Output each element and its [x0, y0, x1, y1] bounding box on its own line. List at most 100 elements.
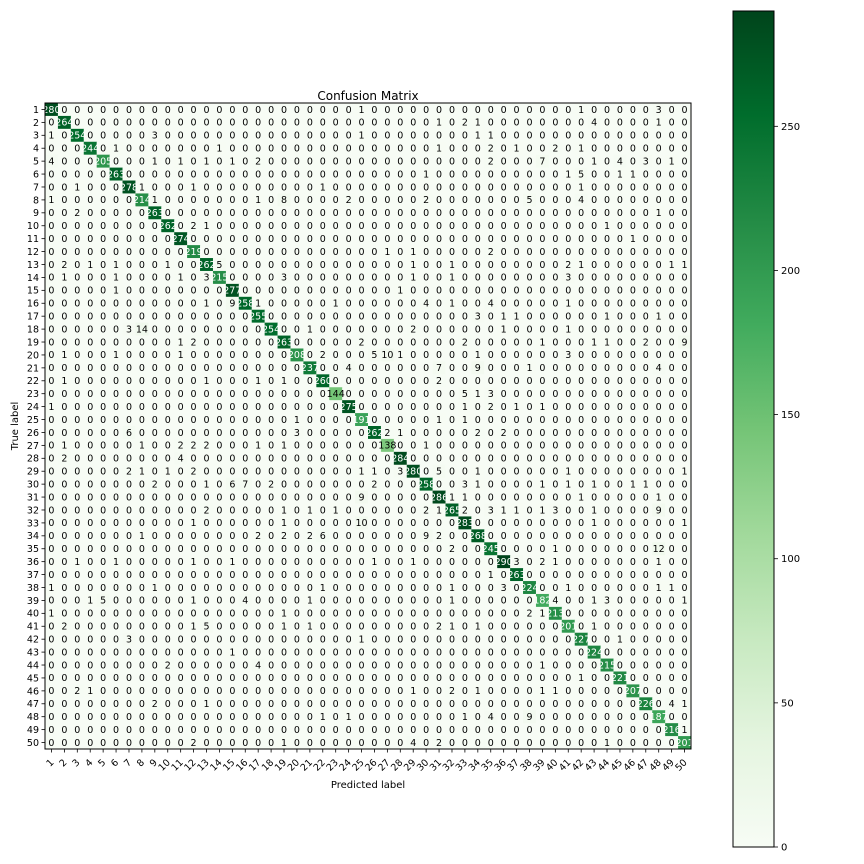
cell-value-label: 0 [61, 247, 67, 258]
cell-value-label: 0 [346, 234, 352, 245]
heatmap-cell [200, 141, 214, 156]
cell-value-label: 0 [126, 557, 132, 568]
heatmap-cell [200, 167, 214, 181]
cell-value-label: 0 [61, 660, 67, 671]
cell-value-label: 0 [539, 428, 545, 439]
cell-value-label: 0 [643, 234, 649, 245]
cell-value-label: 0 [669, 428, 675, 439]
cell-value-label: 0 [216, 531, 222, 542]
cell-value-label: 0 [113, 531, 119, 542]
cell-value-label: 0 [61, 299, 67, 310]
heatmap-cell [368, 141, 382, 156]
cell-value-label: 0 [100, 299, 106, 310]
cell-value-label: 0 [268, 376, 274, 387]
heatmap-cell [548, 141, 563, 156]
cell-value-label: 0 [320, 660, 326, 671]
cell-value-label: 0 [669, 350, 675, 361]
cell-value-label: 0 [578, 415, 584, 426]
cell-value-label: 9 [475, 363, 481, 374]
cell-value-label: 0 [152, 518, 158, 529]
cell-value-label: 0 [152, 376, 158, 387]
cell-value-label: 0 [100, 247, 106, 258]
cell-value-label: 0 [229, 234, 235, 245]
cell-value-label: 0 [216, 557, 222, 568]
cell-value-label: 0 [630, 221, 636, 232]
cell-value-label: 0 [165, 337, 171, 348]
heatmap-cell [135, 167, 149, 181]
heatmap-cell [122, 115, 136, 130]
cell-value-label: 0 [346, 311, 352, 322]
cell-value-label: 0 [152, 182, 158, 193]
cell-value-label: 278 [120, 182, 138, 193]
cell-value-label: 0 [216, 738, 222, 749]
cell-value-label: 0 [87, 182, 93, 193]
cell-value-label: 0 [682, 324, 688, 335]
cell-value-label: 0 [462, 583, 468, 594]
cell-value-label: 0 [61, 505, 67, 516]
cell-value-label: 0 [578, 738, 584, 749]
cell-value-label: 1 [514, 402, 520, 413]
cell-value-label: 0 [630, 570, 636, 581]
cell-value-label: 0 [268, 389, 274, 400]
cell-value-label: 0 [320, 144, 326, 155]
cell-value-label: 0 [87, 376, 93, 387]
cell-value-label: 0 [294, 544, 300, 555]
cell-value-label: 0 [462, 311, 468, 322]
cell-value-label: 0 [61, 337, 67, 348]
cell-value-label: 0 [126, 454, 132, 465]
cell-value-label: 0 [604, 609, 610, 620]
cell-value-label: 4 [488, 712, 494, 723]
cell-value-label: 0 [320, 247, 326, 258]
cell-value-label: 0 [449, 195, 455, 206]
cell-value-label: 0 [384, 518, 390, 529]
cell-value-label: 0 [359, 144, 365, 155]
cell-value-label: 0 [643, 286, 649, 297]
cell-value-label: 1 [384, 247, 390, 258]
cell-value-label: 262 [159, 221, 177, 232]
cell-value-label: 0 [139, 234, 145, 245]
cell-value-label: 0 [268, 467, 274, 478]
cell-value-label: 0 [191, 144, 197, 155]
cell-value-label: 0 [242, 583, 248, 594]
cell-value-label: 0 [268, 570, 274, 581]
cell-value-label: 0 [384, 467, 390, 478]
cell-value-label: 0 [152, 350, 158, 361]
cell-value-label: 0 [74, 518, 80, 529]
cell-value-label: 0 [281, 647, 287, 658]
cell-value-label: 0 [178, 544, 184, 555]
cell-value-label: 1 [475, 686, 481, 697]
cell-value-label: 0 [462, 208, 468, 219]
cell-value-label: 0 [539, 518, 545, 529]
cell-value-label: 0 [423, 324, 429, 335]
cell-value-label: 0 [475, 441, 481, 452]
cell-value-label: 0 [656, 673, 662, 684]
cell-value-label: 0 [475, 583, 481, 594]
cell-value-label: 0 [74, 299, 80, 310]
cell-value-label: 6 [126, 428, 132, 439]
heatmap-cell [187, 154, 201, 168]
cell-value-label: 0 [203, 596, 209, 607]
cell-value-label: 0 [462, 467, 468, 478]
cell-value-label: 0 [630, 467, 636, 478]
cell-value-label: 0 [152, 712, 158, 723]
cell-value-label: 0 [552, 428, 558, 439]
cell-value-label: 3 [126, 634, 132, 645]
cell-value-label: 0 [682, 428, 688, 439]
cell-value-label: 0 [74, 738, 80, 749]
cell-value-label: 0 [203, 686, 209, 697]
heatmap-cell [342, 103, 356, 117]
cell-value-label: 0 [61, 195, 67, 206]
cell-value-label: 0 [333, 337, 339, 348]
cell-value-label: 1 [87, 596, 93, 607]
cell-value-label: 1 [539, 609, 545, 620]
cell-value-label: 0 [255, 467, 261, 478]
cell-value-label: 1 [630, 479, 636, 490]
cell-value-label: 0 [578, 479, 584, 490]
cell-value-label: 0 [294, 118, 300, 129]
cell-value-label: 0 [488, 725, 494, 736]
cell-value-label: 0 [268, 156, 274, 167]
cell-value-label: 0 [488, 324, 494, 335]
cell-value-label: 1 [617, 634, 623, 645]
heatmap-cell [458, 115, 472, 130]
cell-value-label: 1 [436, 415, 442, 426]
